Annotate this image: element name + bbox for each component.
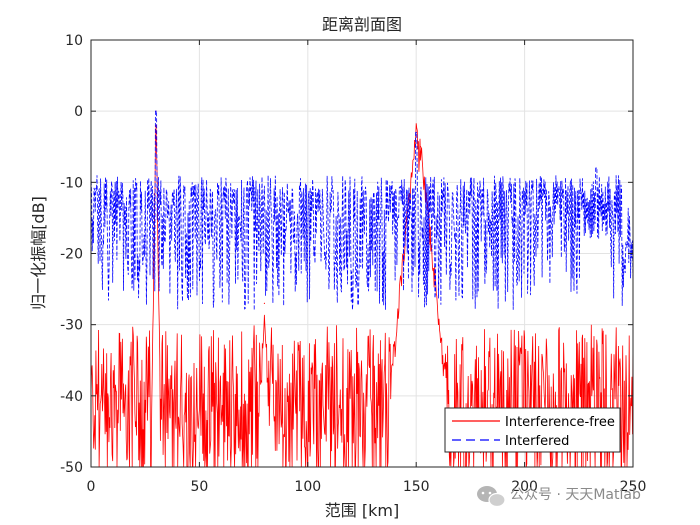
grid: [90, 39, 634, 468]
interference-free-line: [90, 123, 634, 468]
interference-free-peak: [419, 146, 422, 148]
chat-bubble-icon: [477, 486, 506, 508]
interfered-peak: [595, 167, 597, 169]
y-tick-label: 10: [65, 33, 83, 49]
y-axis-label: 归一化振幅[dB]: [29, 196, 48, 310]
y-tick-label: -40: [60, 389, 83, 405]
interfered-peak: [155, 110, 157, 112]
x-tick-label: 100: [294, 479, 321, 495]
interference-free-peak: [263, 302, 266, 304]
watermark-text: 公众号 · 天天Matlab: [510, 487, 641, 503]
legend-label-interfered: Interfered: [505, 434, 569, 449]
y-tick-label: -20: [60, 247, 83, 263]
x-tick-label: 0: [87, 479, 96, 495]
legend: Interference-free Interfered: [444, 407, 621, 453]
interfered-line: [90, 110, 634, 311]
legend-box: [444, 407, 621, 453]
interfered-peak: [415, 131, 417, 134]
y-tick-label: -50: [60, 460, 83, 476]
series-interfered: [90, 110, 634, 311]
x-tick-label: 250: [620, 479, 647, 495]
legend-label-interference-free: Interference-free: [505, 415, 615, 430]
x-tick-label: 50: [190, 479, 208, 495]
y-tick-label: -10: [60, 175, 83, 191]
x-tick-label: 200: [511, 479, 538, 495]
x-axis-label: 范围 [km]: [325, 501, 399, 520]
y-tick-label: -30: [60, 318, 83, 334]
watermark: 公众号 · 天天Matlab: [477, 486, 641, 508]
chart-title: 距离剖面图: [322, 15, 402, 34]
x-tick-label: 150: [403, 479, 430, 495]
y-tick-label: 0: [74, 104, 83, 120]
